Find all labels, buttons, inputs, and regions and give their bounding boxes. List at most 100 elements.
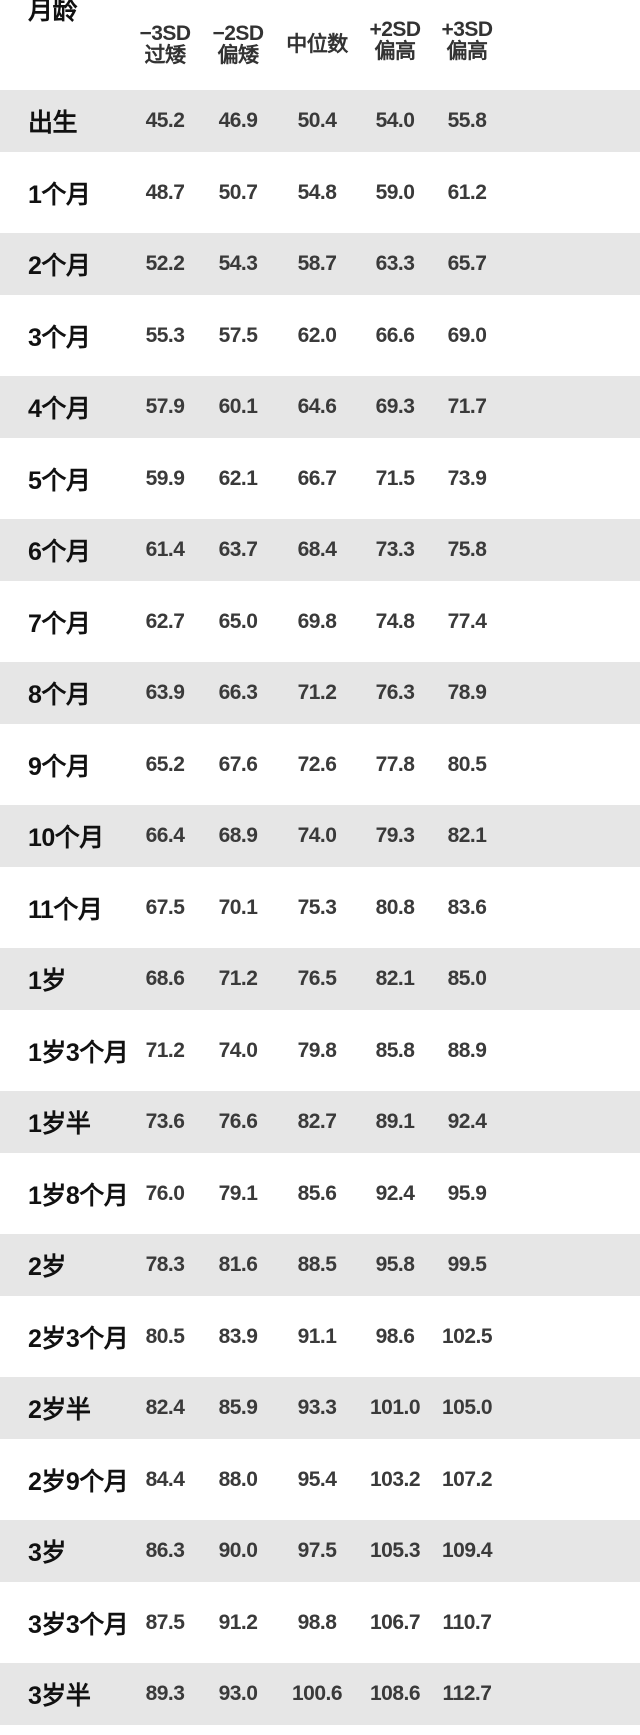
row-value: 45.2 bbox=[145, 109, 185, 132]
row-value: 76.5 bbox=[297, 967, 337, 990]
row-value: 73.3 bbox=[375, 538, 415, 561]
row-value: 62.1 bbox=[218, 466, 258, 490]
header-median: 中位数 bbox=[277, 0, 357, 90]
table-row: 2岁半 82.4 85.9 93.3 101.0 105.0 bbox=[0, 1377, 640, 1449]
row-value: 50.4 bbox=[297, 109, 337, 132]
row-value: 69.0 bbox=[447, 323, 487, 347]
row-value: 61.4 bbox=[145, 538, 185, 561]
row-value: 79.1 bbox=[218, 1181, 258, 1205]
row-value: 65.7 bbox=[447, 252, 487, 275]
row-value: 88.5 bbox=[297, 1253, 337, 1276]
row-value: 87.5 bbox=[145, 1610, 185, 1634]
header-line2: 偏高 bbox=[446, 40, 489, 63]
header-minus2sd: −2SD 偏矮 bbox=[198, 0, 278, 90]
row-value: 71.2 bbox=[297, 681, 337, 704]
row-value: 103.2 bbox=[369, 1467, 421, 1491]
row-value: 71.2 bbox=[218, 967, 258, 990]
row-value: 81.6 bbox=[218, 1253, 258, 1276]
table-row: 2岁9个月 84.4 88.0 95.4 103.2 107.2 bbox=[0, 1449, 640, 1521]
row-value: 66.4 bbox=[145, 824, 185, 847]
table-row: 3岁 86.3 90.0 97.5 105.3 109.4 bbox=[0, 1520, 640, 1592]
row-value: 85.6 bbox=[297, 1181, 337, 1205]
row-value: 93.3 bbox=[297, 1396, 337, 1419]
header-minus3sd: −3SD 过矮 bbox=[125, 0, 205, 90]
table-row: 1个月 48.7 50.7 54.8 59.0 61.2 bbox=[0, 162, 640, 234]
row-age: 9个月 bbox=[28, 752, 91, 781]
row-value: 84.4 bbox=[145, 1467, 185, 1491]
table-row: 5个月 59.9 62.1 66.7 71.5 73.9 bbox=[0, 448, 640, 520]
row-value: 77.8 bbox=[375, 752, 415, 776]
row-value: 46.9 bbox=[218, 109, 258, 132]
row-value: 95.9 bbox=[447, 1181, 487, 1205]
row-age: 11个月 bbox=[28, 895, 103, 924]
row-value: 68.6 bbox=[145, 967, 185, 990]
header-line2: 偏高 bbox=[374, 40, 417, 63]
row-value: 108.6 bbox=[369, 1682, 421, 1705]
row-value: 59.0 bbox=[375, 180, 415, 204]
row-age: 出生 bbox=[28, 109, 78, 137]
row-age: 6个月 bbox=[28, 538, 91, 566]
header-line1: +2SD bbox=[369, 18, 421, 41]
row-value: 59.9 bbox=[145, 466, 185, 490]
row-value: 68.9 bbox=[218, 824, 258, 847]
row-value: 88.0 bbox=[218, 1467, 258, 1491]
row-value: 77.4 bbox=[447, 609, 487, 633]
row-value: 69.3 bbox=[375, 395, 415, 418]
row-age: 2个月 bbox=[28, 252, 91, 280]
row-value: 91.1 bbox=[297, 1324, 337, 1348]
header-line2: 偏矮 bbox=[217, 44, 260, 67]
row-value: 55.3 bbox=[145, 323, 185, 347]
table-row: 2个月 52.2 54.3 58.7 63.3 65.7 bbox=[0, 233, 640, 305]
table-row: 1岁 68.6 71.2 76.5 82.1 85.0 bbox=[0, 948, 640, 1020]
row-value: 76.0 bbox=[145, 1181, 185, 1205]
row-value: 48.7 bbox=[145, 180, 185, 204]
table-body: 出生 45.2 46.9 50.4 54.0 55.8 1个月 48.7 50.7 54.8 59.… bbox=[0, 90, 640, 1735]
row-age: 4个月 bbox=[28, 395, 91, 423]
row-value: 52.2 bbox=[145, 252, 185, 275]
row-value: 102.5 bbox=[441, 1324, 493, 1348]
row-value: 54.3 bbox=[218, 252, 258, 275]
row-value: 67.5 bbox=[145, 895, 185, 919]
row-value: 86.3 bbox=[145, 1539, 185, 1562]
row-value: 109.4 bbox=[441, 1539, 493, 1562]
row-value: 50.7 bbox=[218, 180, 258, 204]
row-value: 70.1 bbox=[218, 895, 258, 919]
row-value: 62.7 bbox=[145, 609, 185, 633]
row-value: 73.9 bbox=[447, 466, 487, 490]
row-value: 66.3 bbox=[218, 681, 258, 704]
row-value: 72.6 bbox=[297, 752, 337, 776]
row-value: 105.0 bbox=[441, 1396, 493, 1419]
row-age: 3岁3个月 bbox=[28, 1610, 129, 1639]
row-value: 101.0 bbox=[369, 1396, 421, 1419]
row-value: 80.5 bbox=[145, 1324, 185, 1348]
row-value: 69.8 bbox=[297, 609, 337, 633]
row-value: 95.4 bbox=[297, 1467, 337, 1491]
row-value: 83.9 bbox=[218, 1324, 258, 1348]
row-age: 1岁8个月 bbox=[28, 1181, 129, 1210]
row-value: 75.8 bbox=[447, 538, 487, 561]
table-row: 6个月 61.4 63.7 68.4 73.3 75.8 bbox=[0, 519, 640, 591]
row-value: 82.1 bbox=[375, 967, 415, 990]
row-age: 8个月 bbox=[28, 681, 91, 709]
row-value: 66.6 bbox=[375, 323, 415, 347]
row-value: 92.4 bbox=[375, 1181, 415, 1205]
row-value: 78.3 bbox=[145, 1253, 185, 1276]
row-value: 112.7 bbox=[442, 1682, 492, 1705]
row-value: 88.9 bbox=[447, 1038, 487, 1062]
row-age: 1岁半 bbox=[28, 1110, 91, 1138]
row-value: 65.2 bbox=[145, 752, 185, 776]
row-value: 98.6 bbox=[375, 1324, 415, 1348]
row-value: 68.4 bbox=[297, 538, 337, 561]
table-row: 11个月 67.5 70.1 75.3 80.8 83.6 bbox=[0, 877, 640, 949]
row-value: 57.9 bbox=[145, 395, 185, 418]
row-value: 82.7 bbox=[297, 1110, 337, 1133]
row-value: 97.5 bbox=[297, 1539, 337, 1562]
table-row: 3岁3个月 87.5 91.2 98.8 106.7 110.7 bbox=[0, 1592, 640, 1664]
header-line2: 中位数 bbox=[286, 33, 348, 56]
row-age: 2岁3个月 bbox=[28, 1324, 129, 1353]
row-value: 107.2 bbox=[441, 1467, 493, 1491]
row-value: 82.4 bbox=[145, 1396, 185, 1419]
row-value: 80.8 bbox=[375, 895, 415, 919]
row-value: 110.7 bbox=[442, 1610, 492, 1634]
table-row: 7个月 62.7 65.0 69.8 74.8 77.4 bbox=[0, 591, 640, 663]
